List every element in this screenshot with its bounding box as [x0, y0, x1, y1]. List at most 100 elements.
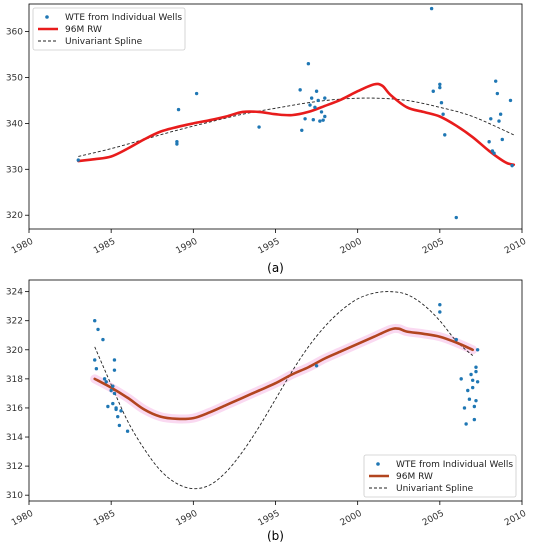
well-data-point: [462, 406, 467, 410]
x-tick-label: 2010: [503, 237, 528, 257]
legend-box: [363, 454, 517, 498]
y-tick-label: 320: [6, 211, 23, 221]
well-data-point: [93, 358, 97, 362]
well-data-point: [510, 163, 514, 168]
plot-area-a: [76, 6, 516, 220]
well-data-point: [308, 103, 312, 107]
well-data-point: [474, 365, 478, 369]
well-data-point: [117, 423, 122, 428]
well-data-point: [508, 98, 513, 103]
well-data-point: [475, 380, 480, 384]
well-data-point: [176, 107, 181, 112]
panel-label-b: (b): [267, 529, 284, 543]
well-data-point: [497, 119, 501, 123]
well-data-point: [314, 89, 319, 93]
points-layer-b: [93, 303, 480, 433]
well-data-point: [313, 105, 317, 110]
well-data-point: [489, 117, 493, 121]
well-data-point: [459, 377, 463, 381]
well-data-point: [454, 337, 458, 342]
y-tick-label: 312: [6, 462, 23, 472]
rw-96m-line: [77, 82, 516, 167]
y-tick-label: 320: [6, 346, 23, 356]
rw-96m-line: [93, 327, 474, 421]
y-tick-label: 318: [6, 375, 23, 385]
legend-marker-wells: [45, 15, 49, 19]
legend-label: 96M RW: [396, 472, 433, 482]
well-data-point: [467, 397, 472, 401]
well-data-point: [474, 398, 478, 403]
univariant-spline-line: [94, 291, 473, 490]
x-tick-label: 1995: [257, 509, 282, 529]
well-data-point: [311, 118, 315, 122]
points-layer-a: [76, 6, 514, 220]
rw-line-highlight: [90, 323, 478, 424]
well-data-point: [112, 358, 117, 362]
x-axis-a: 1980 1985 1990 1995 2000 2005 2010: [10, 229, 528, 256]
legend-a: WTE from Individual Wells 96M RW Univarian…: [32, 7, 186, 51]
well-data-point: [321, 118, 325, 122]
well-data-point: [443, 133, 447, 137]
well-data-point: [111, 384, 115, 388]
well-data-point: [454, 215, 458, 220]
well-data-point: [101, 337, 105, 342]
well-data-point: [114, 407, 118, 412]
x-axis-b: 1980 1985 1990 1995 2000 2005 2010: [10, 501, 528, 528]
well-data-point: [112, 391, 117, 396]
well-data-point: [298, 88, 302, 92]
well-data-point: [471, 378, 475, 383]
x-tick-label: 2005: [421, 237, 446, 257]
well-data-point: [464, 422, 468, 426]
well-data-point: [438, 310, 442, 314]
chart-panel-b: 1980 1985 1990 1995 2000 2005 2010 31031231431…: [6, 279, 528, 543]
y-tick-label: 316: [6, 404, 23, 414]
well-data-point: [316, 98, 320, 103]
legend-label: Univariant Spline: [396, 484, 474, 494]
well-data-point: [429, 6, 434, 11]
rw-layer-b: [93, 327, 474, 421]
spline-layer-b: [94, 291, 473, 490]
well-data-point: [319, 110, 324, 114]
panel-label-a: (a): [267, 261, 284, 275]
x-tick-label: 1980: [10, 237, 35, 257]
x-tick-label: 2010: [503, 509, 528, 529]
y-tick-label: 340: [6, 119, 23, 129]
well-data-point: [314, 364, 319, 368]
x-tick-label: 1985: [92, 237, 117, 257]
well-data-point: [323, 96, 327, 100]
well-data-point: [111, 401, 115, 406]
well-data-point: [439, 101, 444, 105]
x-tick-label: 1995: [257, 237, 282, 257]
well-data-point: [306, 61, 311, 66]
well-data-point: [471, 385, 475, 390]
well-data-point: [125, 429, 130, 433]
y-axis-a: 320 330 340 350 360: [6, 28, 29, 221]
well-data-point: [104, 380, 108, 384]
y-tick-label: 360: [6, 28, 23, 38]
well-data-point: [487, 140, 491, 144]
well-data-point: [93, 319, 97, 323]
y-tick-label: 350: [6, 73, 23, 83]
well-data-point: [300, 128, 304, 132]
legend-label: 96M RW: [65, 25, 102, 35]
y-tick-label: 322: [6, 317, 23, 327]
rw-highlight-layer-b: [90, 323, 478, 424]
well-data-point: [466, 388, 470, 393]
well-data-point: [112, 368, 117, 372]
plot-area-b: [90, 291, 480, 490]
x-tick-label: 1990: [174, 509, 199, 529]
well-data-point: [441, 112, 445, 116]
well-data-point: [472, 404, 477, 409]
x-tick-label: 2000: [339, 237, 364, 257]
well-data-point: [474, 369, 478, 374]
x-tick-label: 1990: [174, 237, 199, 257]
well-data-point: [175, 140, 179, 144]
y-tick-label: 310: [6, 491, 23, 501]
well-data-point: [94, 366, 99, 371]
univariant-spline-line: [78, 97, 514, 157]
well-data-point: [469, 372, 473, 377]
rw-layer-a: [77, 82, 516, 167]
well-data-point: [109, 388, 113, 393]
well-data-point: [431, 89, 435, 93]
well-data-point: [96, 327, 100, 332]
